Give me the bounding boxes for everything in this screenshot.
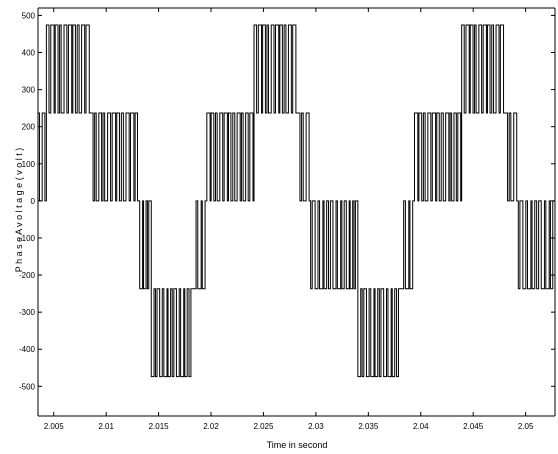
x-tick-label: 2.045	[463, 422, 484, 431]
x-tick-label: 2.04	[413, 422, 429, 431]
phase-voltage-line	[37, 24, 555, 378]
y-axis-label: P h a s e A v o l t a g e ( v o l t )	[14, 148, 24, 272]
y-tick-label: 500	[22, 11, 36, 20]
x-tick-label: 2.005	[44, 422, 65, 431]
y-tick-label: 400	[22, 49, 36, 58]
y-tick-label: 300	[22, 86, 36, 95]
y-tick-label: -300	[19, 308, 36, 317]
x-tick-label: 2.015	[149, 422, 170, 431]
x-tick-label: 2.03	[308, 422, 324, 431]
x-tick-label: 2.05	[518, 422, 534, 431]
plot-area	[38, 8, 555, 416]
x-tick-label: 2.01	[98, 422, 114, 431]
y-tick-label: 200	[22, 123, 36, 132]
x-axis-label: Time in second	[267, 440, 328, 450]
waveform-series	[37, 24, 555, 378]
y-tick-label: -100	[19, 234, 36, 243]
y-tick-label: -200	[19, 271, 36, 280]
x-tick-label: 2.02	[203, 422, 219, 431]
x-tick-label: 2.025	[253, 422, 274, 431]
y-tick-label: 0	[31, 197, 36, 206]
x-tick-label: 2.035	[358, 422, 379, 431]
axis-ticks: 2.005 2.01 2.015 2.02 2.025 2.03 2.035 2.04 2.04…	[19, 8, 555, 431]
y-tick-label: 100	[22, 160, 36, 169]
y-tick-label: -500	[19, 382, 36, 391]
y-tick-label: -400	[19, 345, 36, 354]
